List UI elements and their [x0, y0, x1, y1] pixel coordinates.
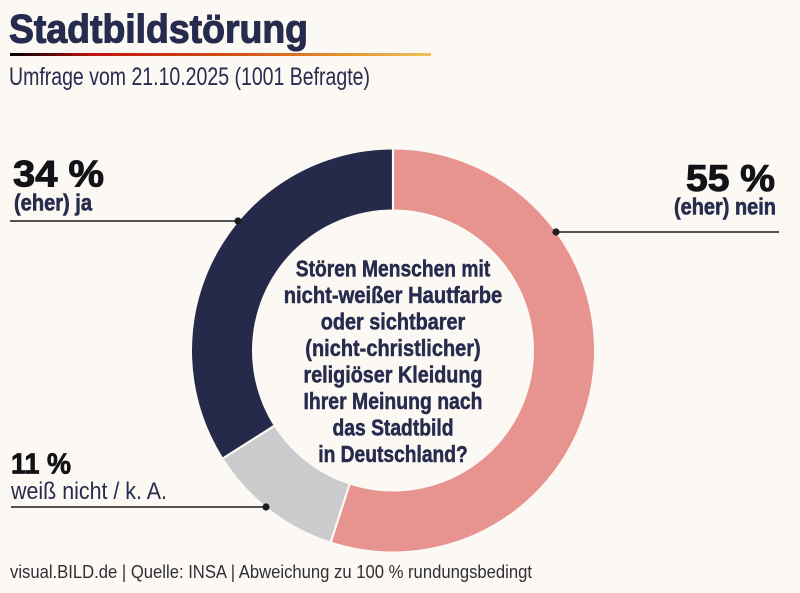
svg-text:(nicht-christlicher): (nicht-christlicher) — [305, 335, 480, 361]
svg-text:11 %: 11 % — [11, 449, 71, 481]
svg-text:weiß nicht / k. A.: weiß nicht / k. A. — [10, 478, 167, 505]
svg-text:34 %: 34 % — [13, 154, 104, 195]
svg-text:Stören Menschen mit: Stören Menschen mit — [296, 256, 491, 282]
svg-text:Umfrage vom 21.10.2025 (1001 B: Umfrage vom 21.10.2025 (1001 Befragte) — [9, 63, 370, 91]
svg-text:Ihrer Meinung nach: Ihrer Meinung nach — [304, 388, 483, 414]
svg-text:in Deutschland?: in Deutschland? — [318, 441, 468, 467]
svg-text:(eher) nein: (eher) nein — [674, 194, 776, 220]
svg-text:visual.BILD.de | Quelle: INSA: visual.BILD.de | Quelle: INSA | Abweichu… — [10, 562, 532, 582]
svg-text:(eher) ja: (eher) ja — [14, 190, 92, 216]
svg-text:oder sichtbarer: oder sichtbarer — [321, 309, 466, 335]
svg-text:Stadtbildstörung: Stadtbildstörung — [9, 8, 308, 52]
svg-text:das Stadtbild: das Stadtbild — [333, 415, 454, 441]
svg-text:nicht-weißer Hautfarbe: nicht-weißer Hautfarbe — [284, 282, 503, 308]
svg-text:55 %: 55 % — [686, 158, 775, 199]
svg-text:religiöser Kleidung: religiöser Kleidung — [304, 362, 483, 388]
